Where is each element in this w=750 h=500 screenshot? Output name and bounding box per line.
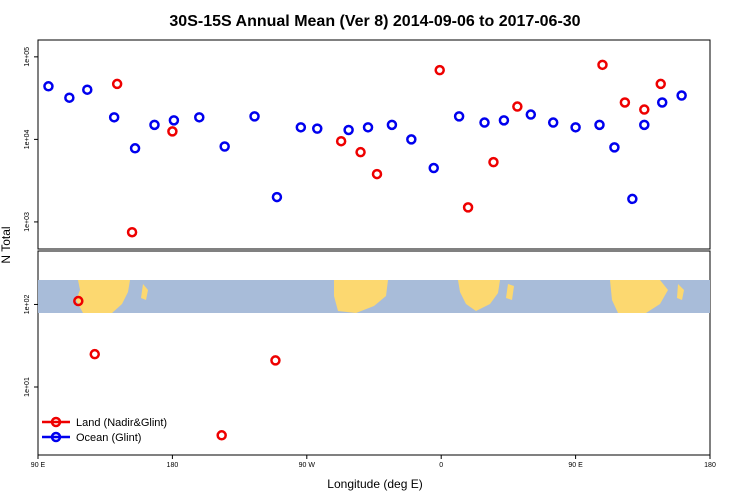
- ocean-point: [82, 84, 93, 95]
- plot-frame-lower: [37, 250, 711, 456]
- land-point: [371, 168, 383, 180]
- map-land-africa: [76, 280, 130, 313]
- land-point: [462, 202, 474, 213]
- map-land-madagascar: [141, 284, 148, 300]
- land-point: [73, 295, 84, 307]
- land-point: [639, 104, 650, 115]
- legend-label-land: Land (Nadir&Glint): [76, 417, 167, 429]
- land-point: [655, 78, 666, 90]
- ocean-point: [594, 119, 605, 131]
- plot-frame-upper: [37, 39, 711, 250]
- y-tick-label: 1e+04: [24, 129, 31, 149]
- chart-title: 30S-15S Annual Mean (Ver 8) 2014-09-06 t…: [169, 13, 580, 30]
- x-tick-label: 90 E: [568, 462, 583, 469]
- land-point: [270, 355, 281, 366]
- legend-marker-land: [50, 416, 62, 428]
- ocean-point: [525, 109, 537, 120]
- ocean-point: [129, 143, 141, 154]
- land-point: [167, 126, 178, 137]
- ocean-point: [627, 193, 638, 205]
- x-tick-label: 90 E: [31, 462, 46, 469]
- ocean-point: [656, 97, 668, 108]
- x-axis-label: Longitude (deg E): [327, 477, 422, 491]
- land-point: [335, 135, 347, 147]
- land-point: [488, 156, 499, 168]
- map-land-australia: [334, 280, 388, 313]
- ocean-point: [570, 122, 581, 133]
- map-land-madagascar-east: [677, 284, 684, 300]
- ocean-point: [295, 122, 307, 133]
- land-point: [355, 146, 366, 158]
- land-point: [111, 78, 123, 90]
- y-tick-label: 1e+05: [24, 47, 31, 67]
- ocean-point: [343, 124, 354, 136]
- x-tick-label: 180: [704, 462, 716, 469]
- ocean-point: [271, 191, 283, 203]
- axes: 90 E 180 90 W 0 90 E 180 1e+01 1e+02 1e+03 1e+04 1…: [24, 47, 716, 469]
- map-land-small: [506, 284, 514, 300]
- ocean-point: [676, 90, 687, 101]
- legend: Land (Nadir&Glint) Ocean (Glint): [42, 416, 167, 444]
- land-point: [512, 101, 523, 112]
- x-tick-label: 180: [167, 462, 179, 469]
- land-point: [216, 430, 227, 441]
- land-point: [126, 226, 138, 238]
- ocean-point: [362, 122, 374, 133]
- y-tick-label: 1e+02: [24, 295, 31, 315]
- ocean-point: [168, 115, 180, 126]
- land-point: [434, 64, 445, 76]
- legend-label-ocean: Ocean (Glint): [76, 432, 141, 444]
- y-axis-label: N Total: [0, 226, 13, 263]
- ocean-point: [312, 123, 323, 134]
- ocean-point: [219, 141, 230, 152]
- ocean-point: [639, 119, 650, 131]
- y-tick-label: 1e+01: [24, 377, 31, 397]
- ocean-point: [149, 119, 160, 131]
- x-tick-label: 90 W: [299, 462, 316, 469]
- ocean-point: [43, 81, 54, 92]
- land-point: [89, 348, 100, 360]
- map-land-africa-east: [610, 280, 668, 313]
- ocean-point: [479, 117, 490, 128]
- land-point: [597, 59, 608, 71]
- map-land-south-america: [458, 280, 500, 311]
- x-tick-label: 0: [439, 462, 443, 469]
- ocean-point: [547, 117, 559, 128]
- map-inset: [38, 280, 710, 313]
- ocean-point: [108, 112, 120, 123]
- land-point: [619, 97, 631, 108]
- ocean-point: [609, 142, 620, 153]
- ocean-point: [428, 162, 439, 174]
- data-points: [43, 59, 687, 441]
- ocean-point: [386, 119, 398, 131]
- ocean-point: [64, 92, 75, 103]
- ocean-point: [194, 112, 205, 123]
- ocean-point: [406, 134, 417, 145]
- ocean-point: [249, 111, 260, 122]
- ocean-point: [498, 115, 510, 126]
- ocean-point: [453, 111, 465, 122]
- legend-marker-ocean: [50, 431, 62, 443]
- y-tick-label: 1e+03: [24, 212, 31, 232]
